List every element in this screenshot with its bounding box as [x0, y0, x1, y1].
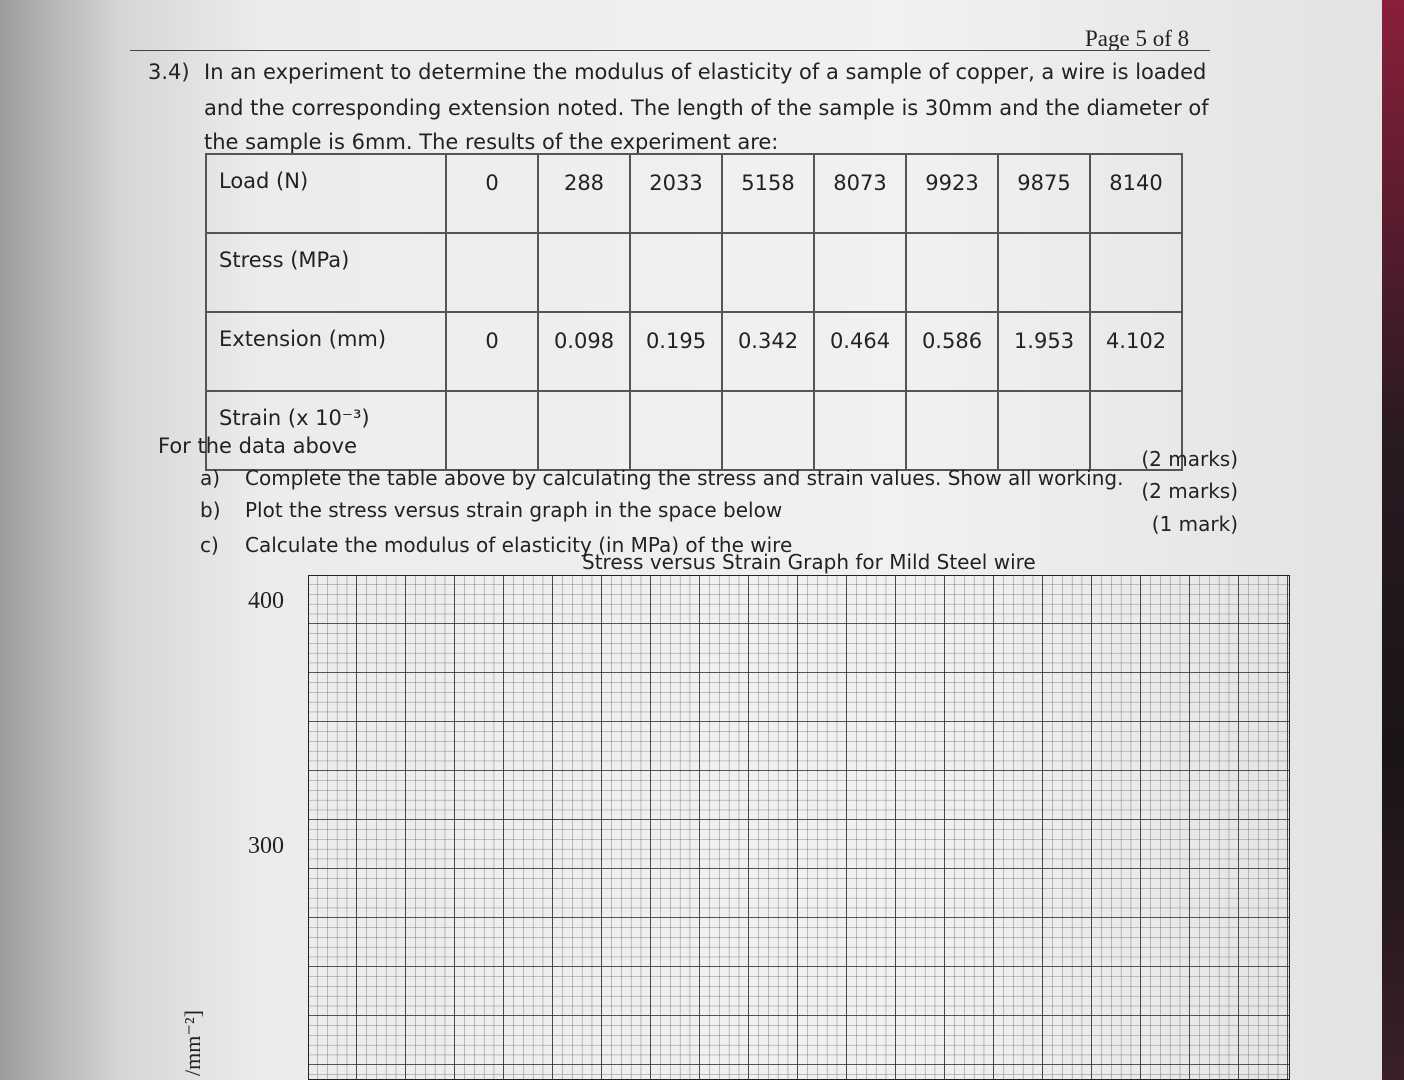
table-cell: 288: [537, 153, 631, 234]
table-cell: [721, 390, 815, 471]
item-text: Complete the table above by calculating …: [245, 466, 1124, 490]
table-cell: 9875: [997, 153, 1091, 234]
table-row: Load (N) 0 288 2033 5158 8073 9923 9875 8140: [205, 153, 1183, 234]
table-cell: [813, 390, 907, 471]
table-cell: 9923: [905, 153, 999, 234]
y-tick-label: 300: [248, 833, 284, 859]
graph-paper: [308, 575, 1290, 1080]
tasks-intro: For the data above: [158, 434, 357, 458]
table-cell: 0.342: [721, 311, 815, 392]
item-marks: (2 marks): [1141, 479, 1238, 503]
row-label: Load (N): [205, 153, 447, 234]
table-cell: [445, 232, 539, 313]
graph-title: Stress versus Strain Graph for Mild Stee…: [582, 550, 1036, 574]
table-cell: [813, 232, 907, 313]
table-cell: [629, 232, 723, 313]
item-text: Calculate the modulus of elasticity (in …: [245, 533, 793, 557]
table-cell: [629, 390, 723, 471]
table-cell: [905, 390, 999, 471]
row-label: Stress (MPa): [205, 232, 447, 313]
question-line: and the corresponding extension noted. T…: [204, 96, 1209, 120]
table-cell: 8073: [813, 153, 907, 234]
table-cell: 0: [445, 311, 539, 392]
header-rule: [130, 50, 1210, 51]
item-letter: b): [200, 498, 221, 522]
page-number: Page 5 of 8: [1085, 26, 1190, 51]
question-line: the sample is 6mm. The results of the ex…: [204, 130, 779, 154]
table-row: Stress (MPa): [205, 232, 1183, 313]
table-cell: 1.953: [997, 311, 1091, 392]
table-cell: 0: [445, 153, 539, 234]
item-marks: (1 mark): [1151, 512, 1238, 536]
table-cell: [1089, 232, 1183, 313]
table-cell: [721, 232, 815, 313]
table-cell: 5158: [721, 153, 815, 234]
y-axis-label: /mm⁻²]: [179, 1010, 205, 1076]
table-cell: 4.102: [1089, 311, 1183, 392]
question-line: In an experiment to determine the modulu…: [204, 60, 1207, 84]
table-cell: 0.586: [905, 311, 999, 392]
row-label: Extension (mm): [205, 311, 447, 392]
row-label: Strain (x 10⁻³): [205, 390, 447, 471]
table-cell: [905, 232, 999, 313]
table-cell: [445, 390, 539, 471]
results-table: Load (N) 0 288 2033 5158 8073 9923 9875 8140 Stre…: [205, 153, 1183, 471]
item-marks: (2 marks): [1141, 447, 1238, 471]
table-cell: 8140: [1089, 153, 1183, 234]
table-cell: [1089, 390, 1183, 471]
item-letter: c): [200, 533, 219, 557]
table-row: Extension (mm) 0 0.098 0.195 0.342 0.464 0.586…: [205, 311, 1183, 392]
item-text: Plot the stress versus strain graph in t…: [245, 498, 783, 522]
table-row: Strain (x 10⁻³): [205, 390, 1183, 471]
table-cell: 0.098: [537, 311, 631, 392]
table-cell: [997, 390, 1091, 471]
y-tick-label: 400: [248, 588, 284, 614]
table-cell: [537, 390, 631, 471]
table-cell: 0.464: [813, 311, 907, 392]
question-number: 3.4): [148, 60, 190, 84]
item-letter: a): [200, 466, 221, 490]
table-cell: [537, 232, 631, 313]
table-cell: 0.195: [629, 311, 723, 392]
table-cell: [997, 232, 1091, 313]
background-strip: [1382, 0, 1404, 1080]
table-cell: 2033: [629, 153, 723, 234]
